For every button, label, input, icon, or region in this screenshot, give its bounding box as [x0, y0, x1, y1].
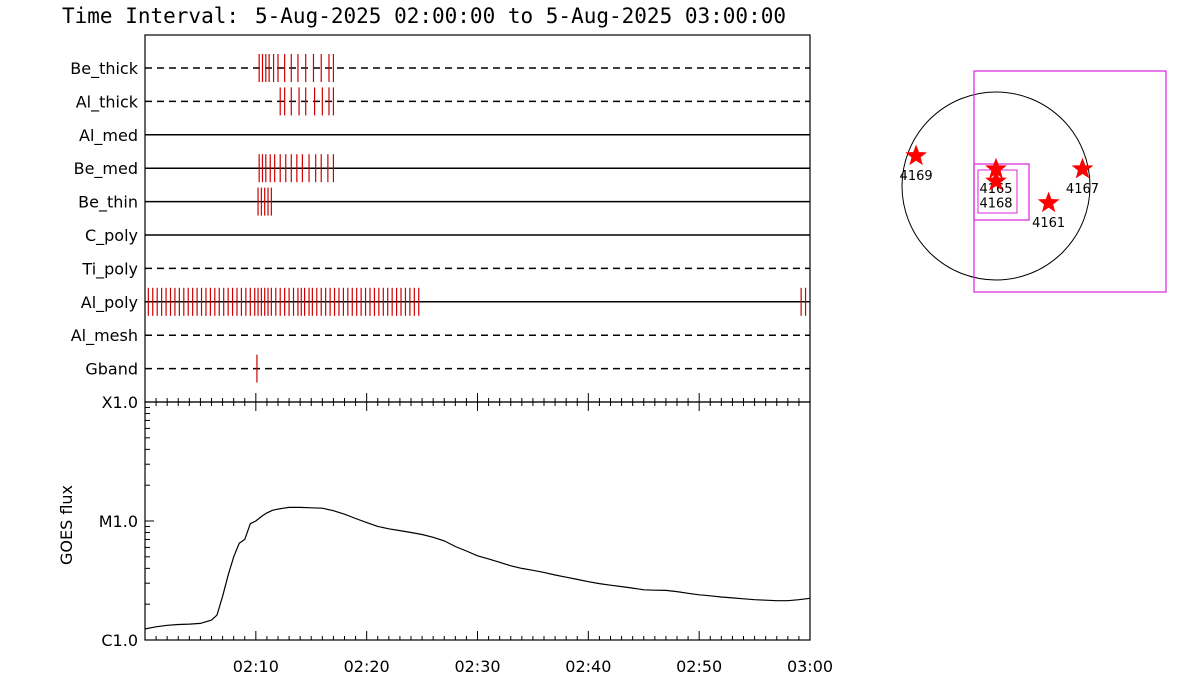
goes-flux-curve — [144, 506, 811, 630]
channel-label-be_thin: Be_thin — [78, 193, 138, 213]
time-interval-range: 5-Aug-2025 02:00:00 to 5-Aug-2025 03:00:… — [255, 4, 786, 28]
goes-y-tick-label: M1.0 — [99, 512, 138, 531]
goes-frame — [144, 401, 811, 641]
goes-x-tick-label: 03:00 — [787, 657, 833, 676]
channel-label-al_med: Al_med — [79, 126, 138, 146]
goes-x-tick-label: 02:20 — [344, 657, 390, 676]
solar-disk-limb — [901, 91, 1091, 281]
detector-timeline: Be_thick Al_thick Al_med Be_med Be_thin C_pol… — [70, 34, 811, 403]
region-label-4169: 4169 — [900, 169, 933, 184]
goes-x-tick-label: 02:30 — [454, 657, 500, 676]
channel-label-be_med: Be_med — [74, 159, 138, 179]
region-label-4165: 4165 — [979, 182, 1012, 197]
region-label-4167: 4167 — [1066, 182, 1099, 197]
region-star-4168 — [985, 169, 1007, 191]
region-label-4161: 4161 — [1032, 216, 1065, 231]
channel-label-al_mesh: Al_mesh — [71, 326, 138, 346]
region-star-4161 — [1037, 191, 1060, 213]
goes-y-axis-label: GOES flux — [57, 485, 76, 565]
goes-flux-panel: C1.0 M1.0 X1.0 02:10 02:20 02:30 02:40 02:50 03:… — [57, 393, 833, 676]
region-star-4169 — [905, 144, 927, 166]
channel-label-be_thick: Be_thick — [70, 59, 138, 79]
goes-y-tick-label: X1.0 — [102, 393, 138, 412]
goes-x-tick-label: 02:50 — [676, 657, 722, 676]
region-star-4167 — [1071, 157, 1094, 179]
channel-label-al_poly: Al_poly — [81, 293, 138, 313]
region-label-4168: 4168 — [979, 196, 1012, 211]
goes-y-tick-label: C1.0 — [101, 631, 138, 650]
time-interval-prefix: Time Interval: — [62, 4, 239, 28]
timeline-frame — [144, 34, 811, 403]
goes-x-tick-label: 02:10 — [233, 657, 279, 676]
channel-label-gband: Gband — [85, 360, 138, 379]
channel-label-ti_poly: Ti_poly — [81, 259, 138, 279]
zoom-box-outer — [973, 163, 1030, 221]
goes-x-tick-label: 02:40 — [565, 657, 611, 676]
channel-label-al_thick: Al_thick — [76, 92, 139, 112]
channel-label-c_poly: C_poly — [85, 226, 138, 246]
